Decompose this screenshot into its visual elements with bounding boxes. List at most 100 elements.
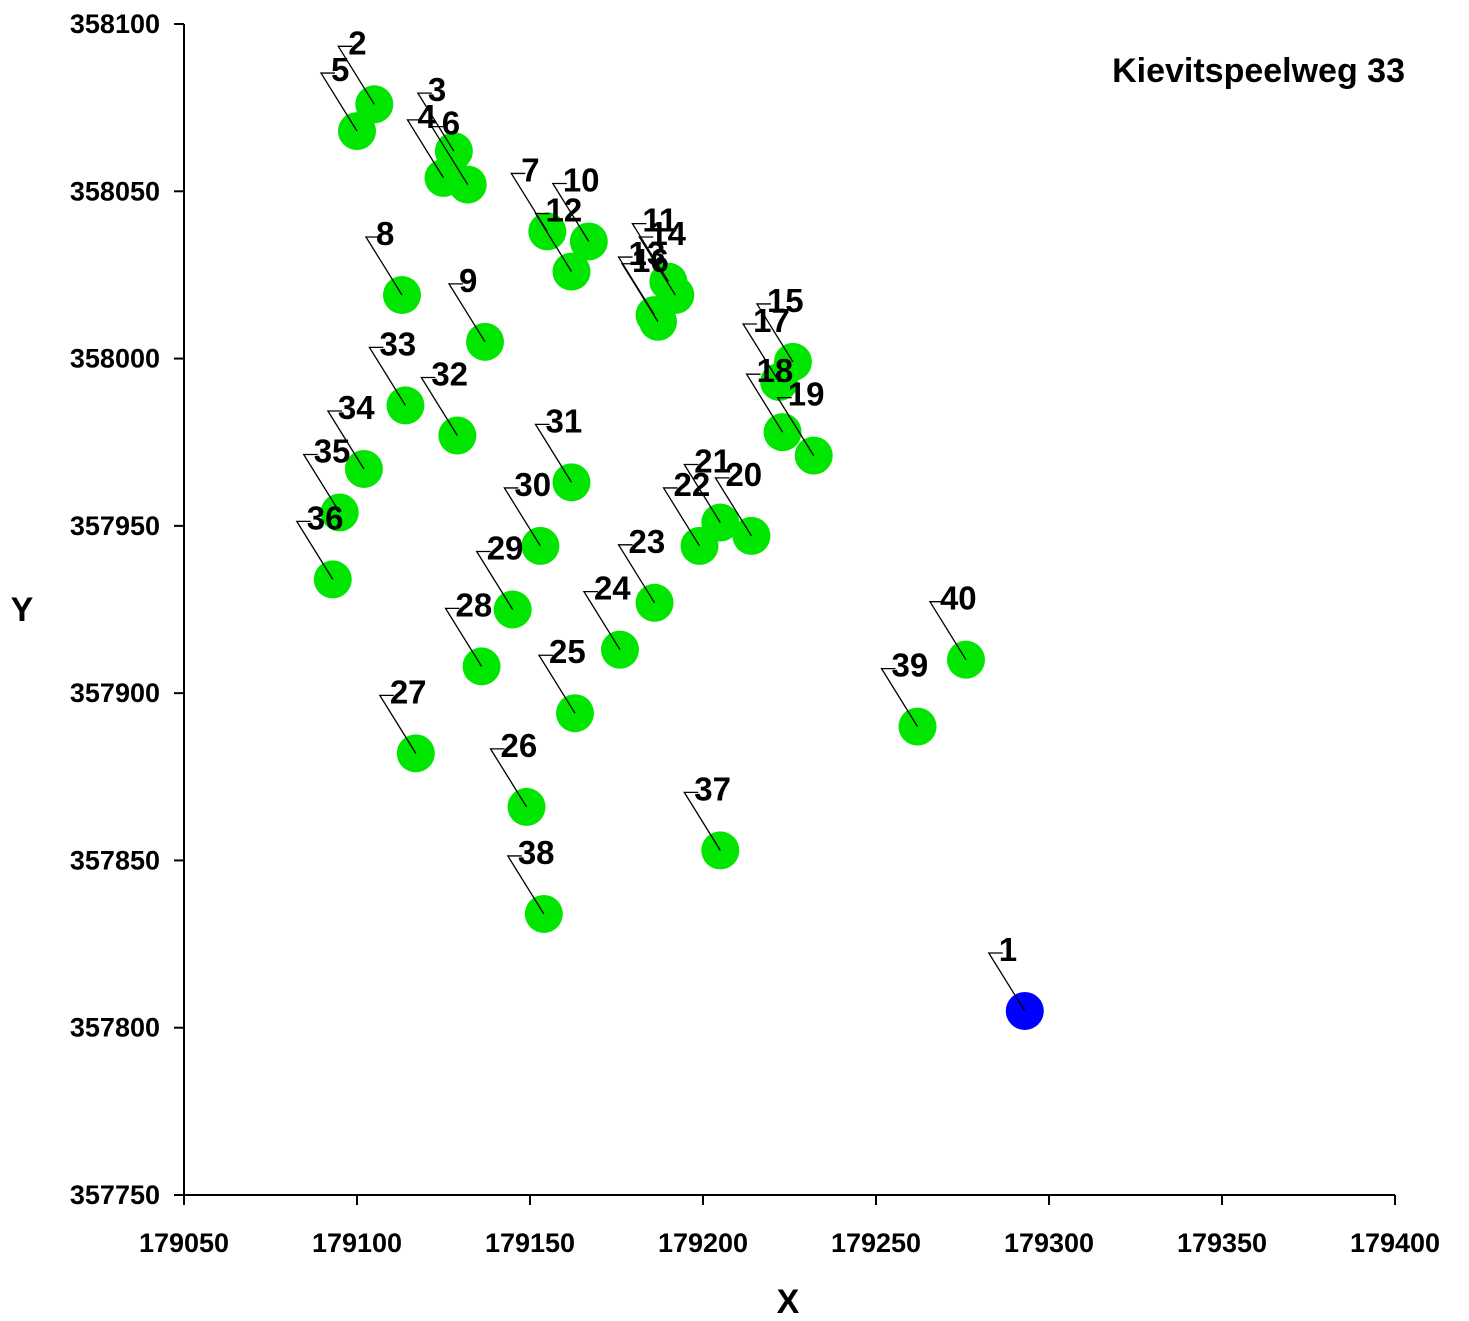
data-labels: 1234567891011121314151617181920212223242…	[295, 24, 1026, 1012]
y-tick-label: 357800	[70, 1013, 160, 1043]
y-tick-label: 358100	[70, 9, 160, 39]
label-leader-line	[444, 607, 483, 667]
label-leader-line	[662, 487, 701, 547]
label-leader-line	[620, 263, 659, 323]
y-tick-label: 357900	[70, 678, 160, 708]
data-label-21: 21	[694, 443, 731, 480]
x-tick-label: 179200	[658, 1228, 748, 1258]
data-label-6: 6	[442, 105, 460, 142]
data-label-15: 15	[767, 282, 804, 319]
axis-ticks: 179050 179100 179150 179200 179250 179300 1793…	[70, 9, 1440, 1258]
label-leader-line	[776, 396, 815, 456]
label-leader-line	[582, 590, 621, 650]
data-label-40: 40	[940, 580, 977, 617]
data-label-7: 7	[521, 151, 539, 188]
chart-title: Kievitspeelweg 33	[1112, 52, 1405, 90]
x-tick-label: 179300	[1004, 1228, 1094, 1258]
data-label-17: 17	[753, 302, 790, 339]
label-leader-line	[506, 855, 545, 915]
label-leader-line	[534, 423, 573, 483]
data-label-22: 22	[674, 466, 711, 503]
data-label-35: 35	[314, 432, 351, 469]
data-label-12: 12	[546, 192, 583, 229]
data-label-11: 11	[642, 202, 677, 239]
label-leader-line	[326, 410, 365, 470]
data-label-27: 27	[390, 673, 427, 710]
label-leader-line	[638, 236, 676, 296]
x-tick-label: 179050	[139, 1228, 229, 1258]
label-leader-line	[617, 544, 656, 604]
x-tick-label: 179100	[312, 1228, 402, 1258]
data-label-28: 28	[456, 586, 493, 623]
label-leader-line	[714, 477, 752, 537]
label-leader-line	[987, 952, 1026, 1012]
label-leader-line	[378, 694, 417, 754]
data-label-36: 36	[307, 499, 344, 536]
data-label-31: 31	[546, 402, 583, 439]
x-tick-label: 179250	[831, 1228, 921, 1258]
label-leader-line	[447, 283, 486, 343]
label-leader-line	[683, 791, 721, 851]
label-leader-line	[319, 72, 358, 132]
label-leader-line	[741, 323, 780, 383]
label-leader-line	[928, 601, 967, 661]
data-label-18: 18	[757, 352, 794, 389]
label-leader-line	[364, 236, 403, 296]
data-label-25: 25	[549, 633, 586, 670]
label-leader-line	[475, 550, 514, 610]
data-label-9: 9	[459, 262, 477, 299]
data-label-20: 20	[725, 456, 762, 493]
data-label-38: 38	[518, 834, 555, 871]
data-label-34: 34	[338, 389, 375, 426]
label-leader-line	[368, 346, 406, 406]
label-leader-line	[631, 222, 669, 282]
data-label-10: 10	[563, 161, 600, 198]
label-leader-line	[337, 45, 375, 105]
label-leader-line	[534, 212, 573, 272]
label-leader-line	[755, 303, 794, 363]
y-tick-label: 358050	[70, 176, 160, 206]
data-label-32: 32	[431, 356, 468, 393]
data-points	[313, 85, 1044, 1030]
data-label-3: 3	[428, 71, 446, 108]
label-leader-line	[420, 376, 458, 436]
x-tick-label: 179350	[1177, 1228, 1267, 1258]
data-label-13: 13	[629, 235, 666, 272]
label-leader-line	[302, 453, 341, 513]
data-label-14: 14	[649, 215, 686, 252]
label-leader-line	[537, 654, 576, 714]
label-leader-line	[416, 92, 455, 152]
data-label-23: 23	[629, 523, 666, 560]
label-leader-line	[880, 667, 919, 727]
data-label-8: 8	[376, 215, 394, 252]
label-leader-line	[406, 119, 445, 179]
data-label-19: 19	[788, 376, 825, 413]
y-tick-label: 357950	[70, 511, 160, 541]
data-label-16: 16	[632, 242, 669, 279]
data-label-1: 1	[999, 931, 1017, 968]
data-label-4: 4	[418, 98, 437, 135]
label-leader-line	[489, 748, 528, 808]
y-tick-label: 357850	[70, 845, 160, 875]
label-leader-line	[551, 182, 590, 242]
data-label-5: 5	[331, 51, 349, 88]
y-axis-title: Y	[11, 591, 34, 629]
label-leader-line	[503, 487, 541, 547]
label-leader-line	[745, 373, 784, 433]
label-leader-line	[430, 125, 469, 185]
data-label-30: 30	[514, 466, 551, 503]
data-label-24: 24	[594, 570, 631, 607]
x-tick-label: 179400	[1350, 1228, 1440, 1258]
data-label-37: 37	[694, 770, 731, 807]
data-label-29: 29	[487, 530, 524, 567]
x-tick-label: 179150	[485, 1228, 575, 1258]
y-tick-label: 358000	[70, 344, 160, 374]
y-tick-label: 357750	[70, 1180, 160, 1210]
label-leader-line	[295, 520, 334, 580]
data-label-39: 39	[892, 647, 929, 684]
label-leader-line	[683, 463, 721, 523]
label-leader-line	[510, 172, 548, 232]
data-label-26: 26	[501, 727, 538, 764]
